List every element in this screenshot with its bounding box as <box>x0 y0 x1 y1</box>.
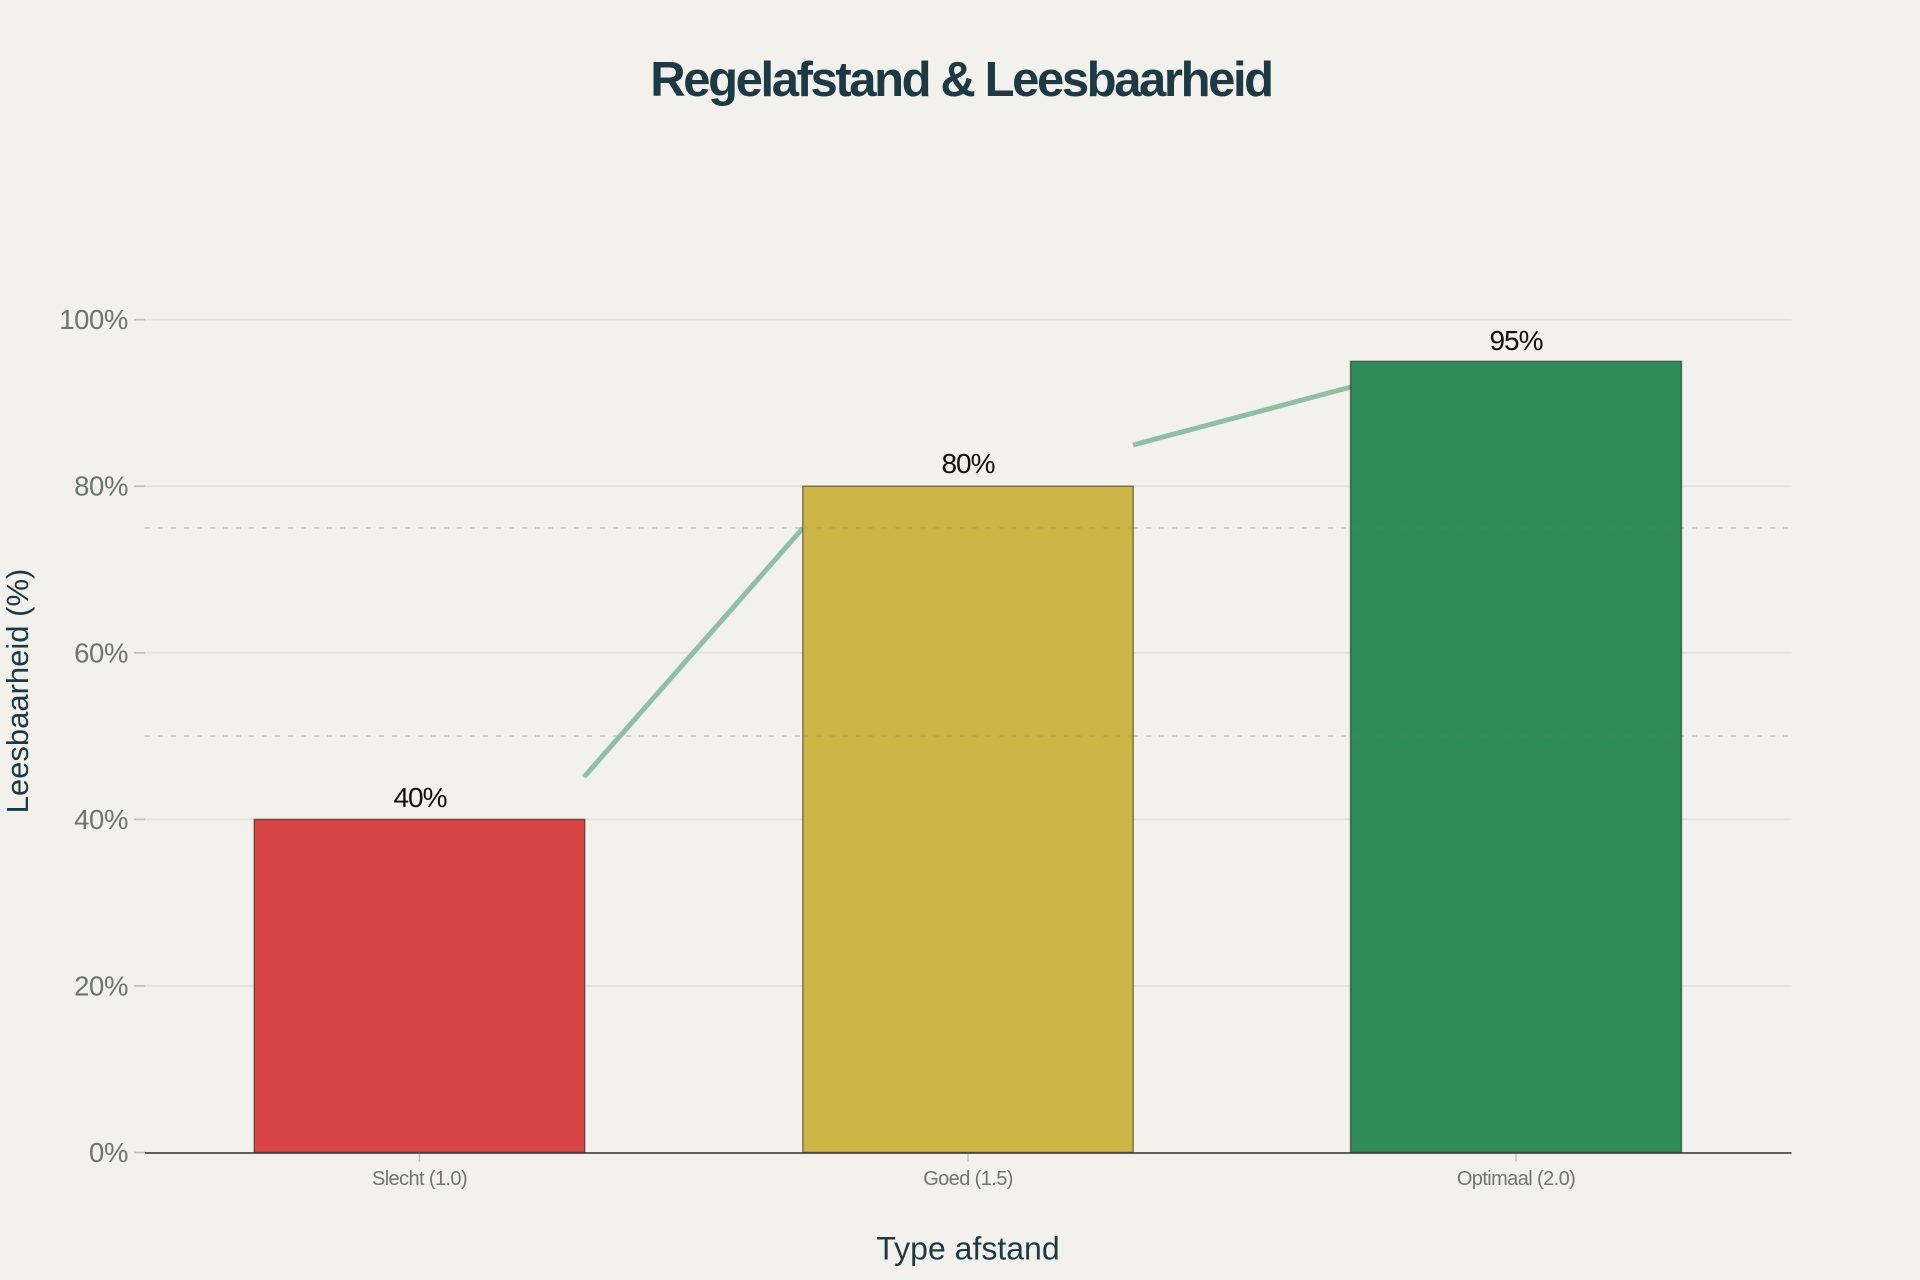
svg-text:Slecht (1.0): Slecht (1.0) <box>372 1168 467 1190</box>
svg-text:20%: 20% <box>74 970 128 1001</box>
svg-text:40%: 40% <box>74 804 128 835</box>
svg-text:95%: 95% <box>1489 325 1542 356</box>
svg-text:60%: 60% <box>74 637 128 668</box>
svg-text:Goed (1.5): Goed (1.5) <box>923 1168 1013 1190</box>
svg-text:80%: 80% <box>941 448 994 479</box>
svg-text:40%: 40% <box>393 782 446 813</box>
svg-text:Optimaal (2.0): Optimaal (2.0) <box>1457 1168 1575 1190</box>
svg-text:100%: 100% <box>59 304 128 335</box>
svg-text:Type afstand: Type afstand <box>876 1231 1059 1267</box>
svg-text:Leesbaarheid (%): Leesbaarheid (%) <box>0 569 35 814</box>
svg-text:0%: 0% <box>89 1137 128 1168</box>
svg-text:80%: 80% <box>74 471 128 502</box>
svg-text:Regelafstand & Leesbaarheid: Regelafstand & Leesbaarheid <box>650 53 1271 107</box>
